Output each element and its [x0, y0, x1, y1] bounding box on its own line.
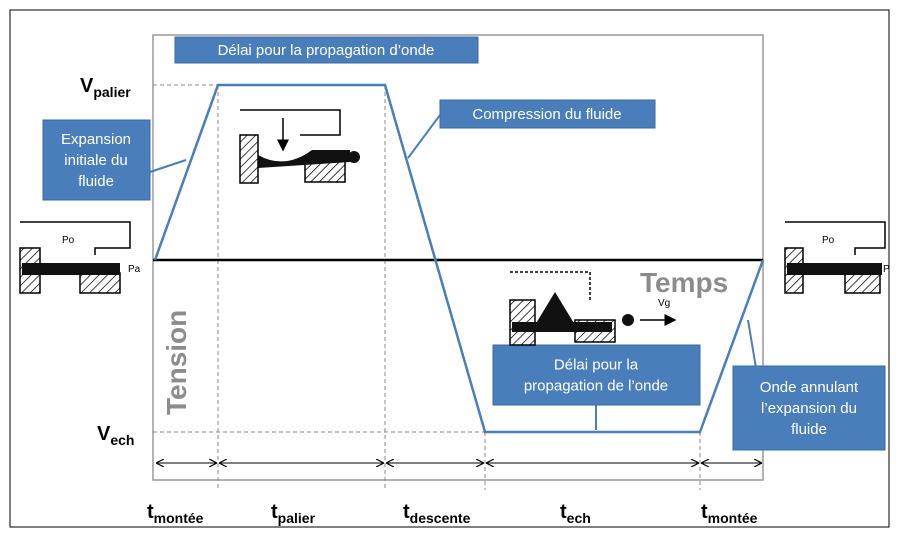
level-label: Vpalier	[80, 75, 131, 100]
svg-text:P: P	[883, 264, 890, 275]
callout-text: Délai pour la	[554, 357, 639, 374]
frame	[9, 9, 890, 528]
callout-text: Expansion	[61, 131, 131, 148]
waveform	[153, 83, 765, 434]
svg-text:Po: Po	[62, 235, 75, 246]
callout-text: fluide	[791, 421, 827, 438]
guides	[153, 84, 701, 490]
valve-sketch-top	[239, 109, 360, 184]
time-label: tech	[560, 501, 591, 526]
callout-text: initiale du	[64, 152, 127, 169]
x-axis-label: Temps	[640, 267, 728, 298]
callout-text: propagation de l’onde	[524, 378, 668, 395]
valve-sketch-bottom: Vg	[509, 271, 677, 346]
callout-text: Délai pour la propagation d’onde	[218, 42, 435, 59]
time-label: tpalier	[271, 501, 316, 526]
time-label: tdescente	[403, 501, 471, 526]
svg-text:Vg: Vg	[658, 298, 670, 309]
svg-text:Pa: Pa	[128, 264, 141, 275]
time-label: tmontée	[701, 501, 758, 526]
plot-box	[152, 34, 764, 481]
pointers	[149, 114, 757, 430]
callout-text: Onde annulant	[760, 379, 859, 396]
valve-sketch-left: Po Pa	[19, 221, 141, 294]
callout-boxes	[42, 36, 886, 451]
valve-sketch-right: Po P	[784, 221, 890, 294]
callout-text: fluide	[78, 173, 114, 190]
time-label: tmontée	[147, 501, 204, 526]
svg-text:Po: Po	[822, 235, 835, 246]
level-label: Vech	[97, 423, 134, 448]
callout-text: Compression du fluide	[472, 106, 621, 123]
y-axis-label: Tension	[161, 310, 192, 415]
callout-text: l’expansion du	[761, 400, 857, 417]
